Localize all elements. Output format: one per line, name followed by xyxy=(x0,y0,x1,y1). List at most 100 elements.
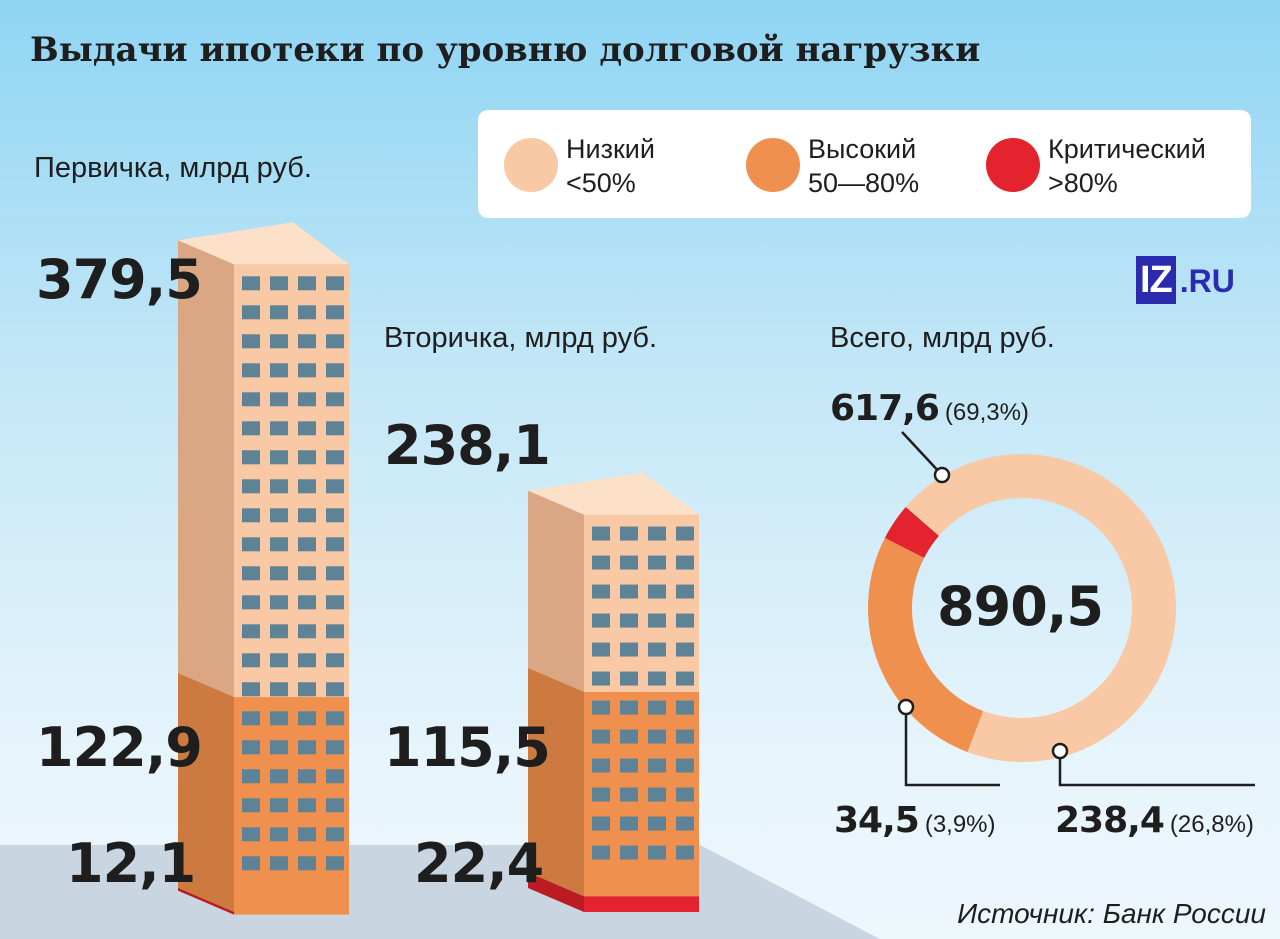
primary-subtitle: Первичка, млрд руб. xyxy=(34,152,312,184)
primary-window xyxy=(270,682,288,697)
secondary-side-low xyxy=(528,490,584,692)
secondary-window xyxy=(648,526,666,541)
donut-low-label: 617,6 (69,3%) xyxy=(830,388,1029,429)
primary-window xyxy=(298,653,316,668)
secondary-window xyxy=(620,787,638,802)
primary-window xyxy=(242,479,260,494)
secondary-window xyxy=(648,671,666,686)
primary-total-label: 379,5 xyxy=(36,248,203,311)
secondary-high-label: 115,5 xyxy=(384,716,551,779)
primary-window xyxy=(326,334,344,349)
primary-window xyxy=(270,827,288,842)
primary-critical-label: 12,1 xyxy=(66,832,196,895)
primary-window xyxy=(242,363,260,378)
legend-label-low: Низкий xyxy=(566,134,655,164)
primary-window xyxy=(326,595,344,610)
primary-roof xyxy=(178,222,349,265)
secondary-window xyxy=(676,845,694,860)
primary-window xyxy=(298,769,316,784)
secondary-window xyxy=(592,758,610,773)
secondary-window xyxy=(592,671,610,686)
primary-window xyxy=(326,711,344,726)
primary-window xyxy=(242,276,260,291)
donut-high-marker xyxy=(1051,742,1069,760)
primary-window xyxy=(326,450,344,465)
primary-window xyxy=(298,566,316,581)
primary-window xyxy=(242,798,260,813)
primary-window xyxy=(270,566,288,581)
secondary-window xyxy=(676,816,694,831)
logo-suffix: .RU xyxy=(1179,263,1235,299)
secondary-window xyxy=(620,671,638,686)
legend-label-critical: Критический xyxy=(1048,134,1206,164)
primary-window xyxy=(326,392,344,407)
secondary-window xyxy=(648,845,666,860)
primary-side-high xyxy=(178,673,234,915)
secondary-side-critical xyxy=(528,872,584,912)
primary-building xyxy=(178,222,349,915)
logo-mark: IZ xyxy=(1136,256,1176,304)
primary-window xyxy=(242,392,260,407)
secondary-window xyxy=(592,526,610,541)
primary-window xyxy=(298,595,316,610)
secondary-subtitle: Вторичка, млрд руб. xyxy=(384,322,658,354)
primary-window xyxy=(298,798,316,813)
primary-window xyxy=(326,276,344,291)
secondary-window xyxy=(648,787,666,802)
donut-slice-critical xyxy=(884,506,940,559)
secondary-building xyxy=(528,472,699,912)
primary-window xyxy=(298,856,316,871)
primary-side-critical xyxy=(178,888,234,915)
donut-critical-label: 34,5 (3,9%) xyxy=(834,800,996,841)
secondary-window xyxy=(676,584,694,599)
primary-window xyxy=(270,508,288,523)
primary-window xyxy=(326,856,344,871)
legend-range-low: <50% xyxy=(566,168,636,198)
primary-window xyxy=(242,595,260,610)
primary-window xyxy=(298,276,316,291)
primary-window xyxy=(326,798,344,813)
secondary-window xyxy=(620,526,638,541)
legend-swatch-high xyxy=(746,138,800,192)
primary-window xyxy=(326,508,344,523)
primary-window xyxy=(326,566,344,581)
secondary-critical-label: 22,4 xyxy=(414,832,544,895)
primary-window xyxy=(326,305,344,320)
primary-window xyxy=(270,421,288,436)
donut-slice-high xyxy=(868,537,984,753)
primary-window xyxy=(298,479,316,494)
secondary-window xyxy=(620,816,638,831)
primary-window xyxy=(270,798,288,813)
secondary-window xyxy=(648,555,666,570)
secondary-window xyxy=(620,729,638,744)
legend: Низкий <50% Высокий 50—80% Критический >… xyxy=(478,110,1251,218)
primary-side-low xyxy=(178,240,234,698)
primary-window xyxy=(270,624,288,639)
secondary-window xyxy=(676,555,694,570)
primary-window xyxy=(270,653,288,668)
secondary-window xyxy=(592,816,610,831)
primary-window xyxy=(242,711,260,726)
secondary-window xyxy=(648,613,666,628)
primary-window xyxy=(270,450,288,465)
primary-window xyxy=(270,479,288,494)
primary-window xyxy=(270,595,288,610)
primary-window xyxy=(298,827,316,842)
secondary-window xyxy=(676,613,694,628)
secondary-window xyxy=(648,758,666,773)
primary-window xyxy=(326,682,344,697)
secondary-window xyxy=(648,584,666,599)
secondary-bar-low xyxy=(584,514,699,692)
secondary-window xyxy=(592,787,610,802)
primary-window xyxy=(242,682,260,697)
primary-window xyxy=(326,653,344,668)
primary-window xyxy=(298,334,316,349)
donut-low-leader xyxy=(901,431,943,476)
primary-high-label: 122,9 xyxy=(36,716,203,779)
primary-window xyxy=(326,537,344,552)
secondary-window xyxy=(620,758,638,773)
legend-swatch-low xyxy=(504,138,558,192)
primary-window xyxy=(242,450,260,465)
secondary-window xyxy=(620,584,638,599)
primary-window xyxy=(298,682,316,697)
